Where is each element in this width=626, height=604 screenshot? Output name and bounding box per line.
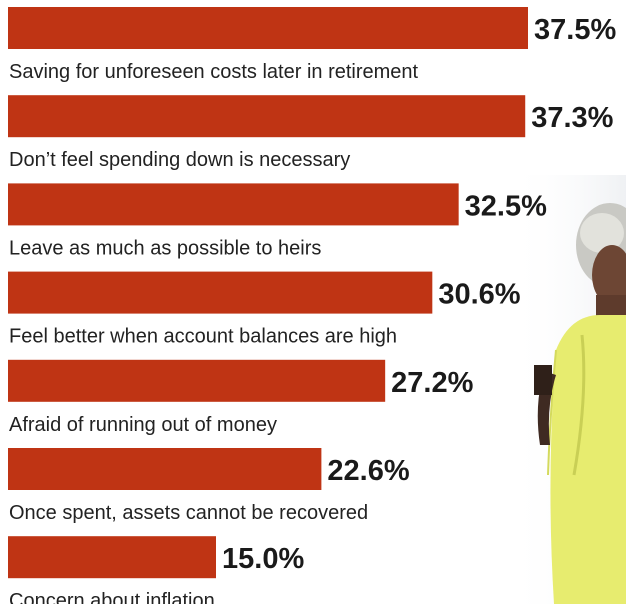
value-label: 27.2% [391, 367, 473, 399]
category-label: Leave as much as possible to heirs [9, 237, 321, 259]
bar [8, 7, 528, 49]
value-label: 32.5% [465, 190, 547, 222]
bar [8, 95, 526, 138]
bar [8, 536, 216, 579]
value-label: 15.0% [222, 543, 304, 575]
bar [8, 448, 322, 490]
value-label: 37.3% [531, 102, 613, 134]
bar [8, 271, 433, 314]
value-label: 37.5% [534, 14, 616, 46]
bar [8, 183, 459, 226]
category-label: Concern about inflation [9, 590, 215, 604]
category-label: Feel better when account balances are hi… [9, 326, 397, 348]
value-label: 30.6% [438, 279, 520, 311]
category-label: Saving for unforeseen costs later in ret… [9, 61, 419, 83]
category-label: Afraid of running out of money [9, 414, 277, 436]
category-label: Don’t feel spending down is necessary [9, 149, 350, 171]
woman-photo-illustration [510, 175, 626, 604]
value-label: 22.6% [327, 455, 409, 487]
category-label: Once spent, assets cannot be recovered [9, 502, 368, 524]
bar [8, 359, 386, 402]
